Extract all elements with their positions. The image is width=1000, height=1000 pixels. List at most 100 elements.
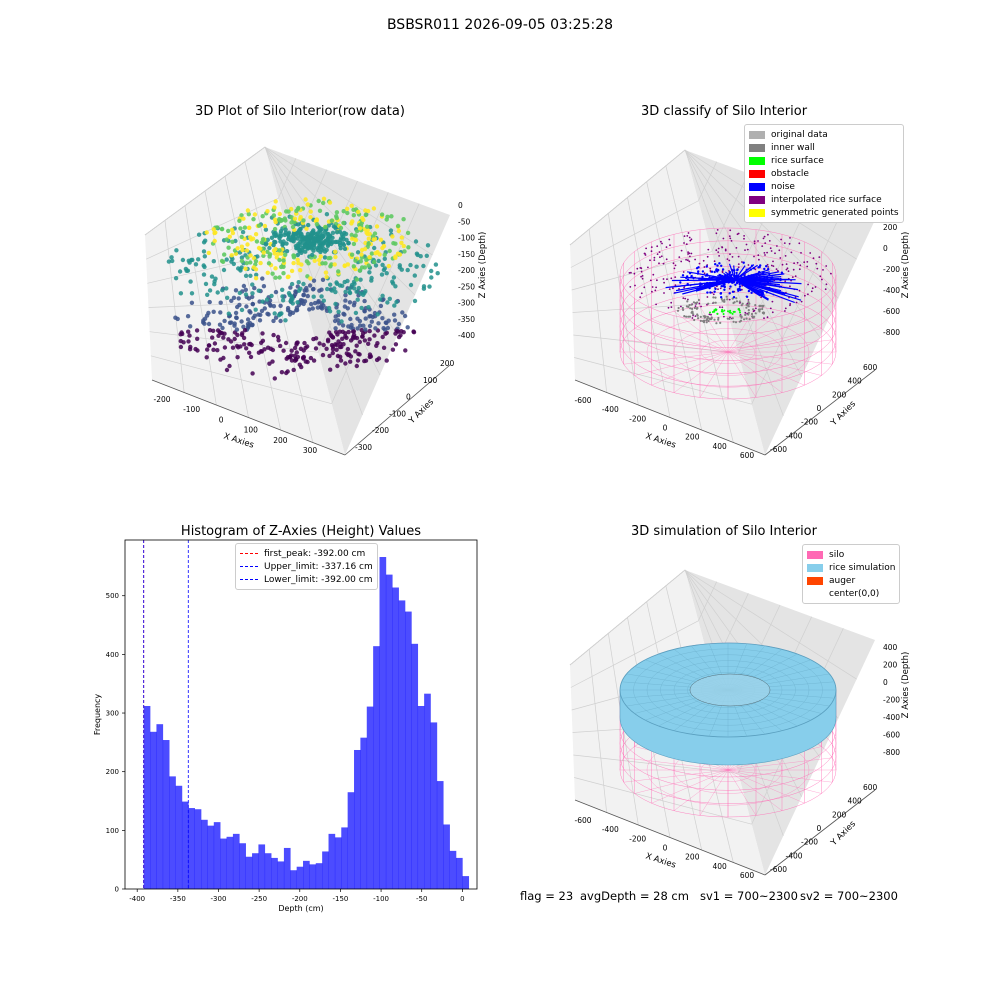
x-tick-label: -400 — [602, 405, 619, 414]
raw-data-point — [308, 276, 313, 281]
interpolated-point — [710, 313, 712, 316]
raw-data-point — [240, 247, 245, 253]
noise-point — [759, 264, 762, 267]
interpolated-point — [737, 263, 740, 265]
raw-data-point — [351, 286, 357, 291]
raw-data-point — [319, 247, 324, 253]
raw-data-point — [343, 289, 348, 294]
raw-data-point — [231, 295, 237, 300]
raw-data-point — [229, 298, 234, 303]
rice-surface-point — [721, 308, 724, 311]
raw-data-point — [185, 314, 191, 319]
noise-point — [780, 271, 784, 274]
z-tick-label: -400 — [883, 286, 900, 295]
simulation-layer — [619, 642, 837, 818]
raw-data-point — [210, 335, 215, 340]
histogram-bar — [201, 819, 208, 889]
figure-suptitle: BSBSR011 2026-09-05 03:25:28 — [386, 17, 614, 33]
classify-legend-label: original data — [771, 129, 828, 140]
y-tick-label: -200 — [801, 418, 818, 427]
z-tick-label: -150 — [458, 250, 475, 259]
histogram-legend-label: Lower_limit: -392.00 cm — [264, 574, 373, 585]
raw-data-point — [244, 261, 249, 266]
raw-data-point — [305, 202, 310, 207]
histogram-bar — [341, 827, 348, 889]
inner-wall-point — [687, 315, 690, 318]
raw-data-point — [345, 206, 350, 211]
interpolated-point — [798, 268, 801, 271]
interpolated-point — [684, 297, 687, 300]
raw-data-point — [272, 217, 278, 222]
raw-data-point — [250, 322, 255, 327]
y-axis-line — [344, 364, 451, 456]
raw-data-point — [351, 264, 356, 269]
y-tick-label: 0 — [406, 393, 411, 402]
raw-data-point — [295, 257, 300, 262]
raw-data-point — [202, 321, 207, 326]
raw-data-point — [359, 265, 365, 270]
rice-surface-point — [738, 309, 741, 312]
raw-data-point — [187, 333, 192, 338]
histogram-bar — [194, 809, 202, 889]
histogram-bar — [354, 749, 361, 889]
interpolated-point — [711, 291, 713, 294]
simulation-legend: silo rice simulation auger center(0,0) — [802, 544, 901, 604]
y-tick-label: 500 — [106, 592, 119, 600]
interpolated-point — [790, 251, 793, 254]
interpolated-point — [746, 248, 749, 251]
x-tick-label: -400 — [602, 825, 619, 834]
axes-pane — [570, 150, 765, 455]
inner-wall-point — [707, 319, 710, 323]
grid-line — [244, 161, 314, 443]
raw-data-point — [289, 358, 295, 363]
raw-data-point — [405, 230, 411, 236]
noise-point — [750, 264, 754, 267]
interpolated-point — [680, 249, 683, 252]
classify-legend-label: inner wall — [771, 142, 815, 153]
raw-data-point — [363, 208, 368, 213]
inner-wall-point — [705, 321, 708, 324]
inner-wall-point — [735, 300, 739, 303]
interpolated-point — [668, 238, 671, 241]
raw-data-point — [291, 367, 296, 373]
raw-data-point — [295, 300, 300, 305]
raw-data-point — [380, 334, 385, 340]
noise-point — [762, 271, 765, 274]
raw-data-point — [227, 363, 232, 369]
raw-data-point — [322, 255, 328, 260]
raw-data-point — [296, 222, 301, 227]
histogram-bar — [449, 850, 457, 889]
raw-data-point — [321, 200, 326, 206]
raw-data-point — [284, 209, 289, 214]
raw-data-point — [239, 319, 244, 324]
inner-wall-point — [690, 303, 693, 306]
raw-data-point — [304, 226, 309, 231]
silo-wireframe — [646, 316, 810, 388]
noise-point — [736, 268, 739, 271]
noise-point — [715, 282, 718, 285]
interpolated-point — [716, 229, 719, 231]
raw-data-point — [273, 233, 278, 239]
x-axis-line — [574, 379, 766, 456]
raw-data-point — [305, 293, 310, 299]
raw-data-point — [334, 281, 340, 286]
interpolated-point — [670, 301, 673, 304]
classify-legend-swatch — [749, 130, 765, 139]
simulation-legend-entry: silo — [807, 548, 895, 561]
raw-data-point — [378, 237, 384, 242]
raw-data-point — [317, 288, 322, 293]
rice-surface-point — [723, 309, 726, 312]
y-tick-label: 400 — [848, 797, 863, 806]
y-tick-label: -300 — [355, 443, 372, 452]
noise-point — [708, 286, 711, 290]
rice-surface-point — [729, 309, 732, 312]
histogram-bar — [220, 838, 227, 889]
noise-point — [696, 272, 700, 275]
raw-data-point — [315, 247, 321, 253]
raw-data-point — [338, 246, 343, 251]
histogram-bar — [347, 792, 355, 889]
raw-data-point — [253, 307, 258, 312]
raw-data-point — [235, 355, 240, 360]
z-tick-label: -200 — [883, 696, 900, 705]
raw-data-point — [206, 250, 211, 256]
